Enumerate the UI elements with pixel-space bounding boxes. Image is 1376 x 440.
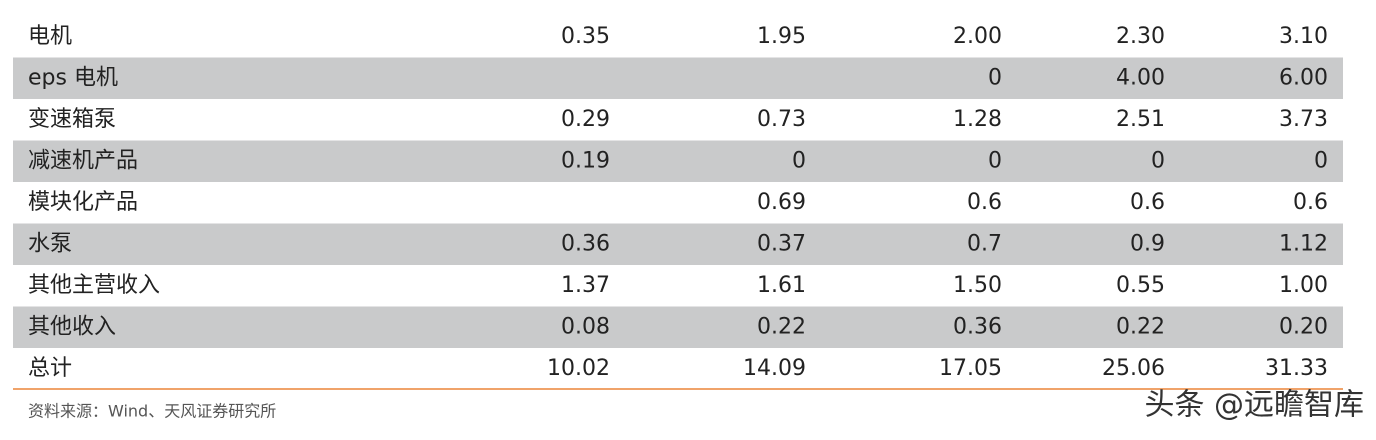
row-label: 模块化产品 bbox=[28, 190, 138, 215]
cell-value: 1.95 bbox=[757, 24, 806, 49]
cell-value: 0.36 bbox=[953, 314, 1002, 339]
cell-value: 31.33 bbox=[1265, 356, 1328, 381]
cell-value: 0.7 bbox=[967, 231, 1002, 256]
cell-value: 3.10 bbox=[1279, 24, 1328, 49]
row-stripe bbox=[13, 306, 1343, 348]
cell-value: 0 bbox=[1314, 148, 1328, 173]
cell-value: 0.69 bbox=[757, 190, 806, 215]
cell-value: 0.37 bbox=[757, 231, 806, 256]
cell-value: 0.6 bbox=[1130, 190, 1165, 215]
cell-value: 2.51 bbox=[1116, 107, 1165, 132]
cell-value: 0.35 bbox=[561, 24, 610, 49]
cell-value: 10.02 bbox=[547, 356, 610, 381]
cell-value: 2.00 bbox=[953, 24, 1002, 49]
cell-value: 0.08 bbox=[561, 314, 610, 339]
cell-value: 0.19 bbox=[561, 148, 610, 173]
row-label: eps 电机 bbox=[28, 65, 118, 90]
row-label: 变速箱泵 bbox=[28, 107, 116, 132]
cell-value: 0.6 bbox=[1293, 190, 1328, 215]
cell-value: 17.05 bbox=[939, 356, 1002, 381]
row-stripe bbox=[13, 140, 1343, 182]
row-stripe bbox=[13, 223, 1343, 265]
row-label: 电机 bbox=[28, 24, 72, 49]
row-label: 减速机产品 bbox=[28, 148, 138, 173]
source-note: 资料来源：Wind、天风证券研究所 bbox=[28, 402, 276, 421]
cell-value: 0.6 bbox=[967, 190, 1002, 215]
cell-value: 0 bbox=[1151, 148, 1165, 173]
row-stripes bbox=[13, 57, 1343, 348]
cell-value: 25.06 bbox=[1102, 356, 1165, 381]
row-stripe bbox=[13, 57, 1343, 99]
cell-value: 6.00 bbox=[1279, 65, 1328, 90]
cell-value: 0 bbox=[988, 65, 1002, 90]
cell-value: 1.12 bbox=[1279, 231, 1328, 256]
cell-value: 0.22 bbox=[1116, 314, 1165, 339]
cell-value: 2.30 bbox=[1116, 24, 1165, 49]
cell-value: 1.37 bbox=[561, 273, 610, 298]
cell-value: 4.00 bbox=[1116, 65, 1165, 90]
cell-value: 0 bbox=[792, 148, 806, 173]
watermark: 头条 @远瞻智库 bbox=[1144, 388, 1364, 423]
row-label: 总计 bbox=[28, 356, 72, 381]
row-label: 其他主营收入 bbox=[28, 273, 160, 298]
cell-value: 1.50 bbox=[953, 273, 1002, 298]
row-label: 其他收入 bbox=[28, 314, 116, 339]
cell-value: 0.73 bbox=[757, 107, 806, 132]
cell-value: 3.73 bbox=[1279, 107, 1328, 132]
cell-value: 0 bbox=[988, 148, 1002, 173]
cell-value: 0.20 bbox=[1279, 314, 1328, 339]
cell-value: 1.28 bbox=[953, 107, 1002, 132]
cell-value: 1.61 bbox=[757, 273, 806, 298]
table: 电机 0.35 1.95 2.00 2.30 3.10 eps 电机 0 4.00 6.00 变速箱… bbox=[28, 24, 1328, 381]
row-label: 水泵 bbox=[28, 231, 72, 256]
cell-value: 0.55 bbox=[1116, 273, 1165, 298]
cell-value: 14.09 bbox=[743, 356, 806, 381]
cell-value: 0.22 bbox=[757, 314, 806, 339]
cell-value: 0.36 bbox=[561, 231, 610, 256]
cell-value: 1.00 bbox=[1279, 273, 1328, 298]
cell-value: 0.29 bbox=[561, 107, 610, 132]
cell-value: 0.9 bbox=[1130, 231, 1165, 256]
